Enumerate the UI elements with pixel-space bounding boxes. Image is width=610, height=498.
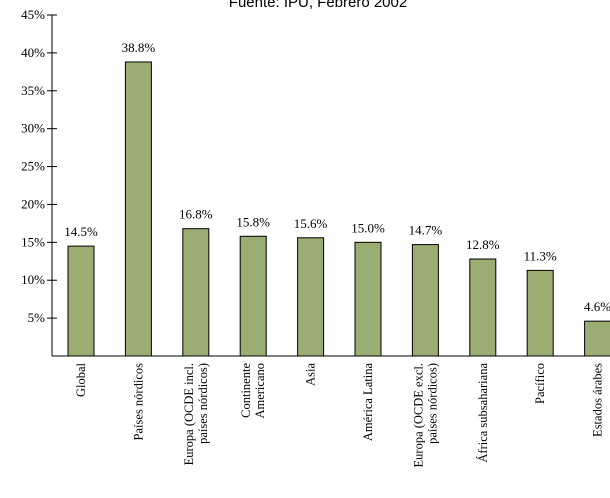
category-label-line: Global xyxy=(74,362,88,397)
category-label: Continente Americano xyxy=(239,363,267,419)
category-label-line: Estados árabes xyxy=(591,363,605,437)
category-label-line: Americano xyxy=(253,363,267,419)
data-label: 16.8% xyxy=(179,207,213,222)
category-label-line: Asia xyxy=(304,363,318,386)
data-label: 12.8% xyxy=(466,237,500,252)
bar xyxy=(584,320,610,357)
category-label: América Latina xyxy=(361,363,375,442)
category-label-line: países nórdicos) xyxy=(196,363,210,444)
category-label: Países nórdicos xyxy=(131,363,145,441)
bar xyxy=(469,258,497,357)
bar xyxy=(182,228,210,357)
data-label: 11.3% xyxy=(524,248,557,263)
y-tick-label: 15% xyxy=(21,234,45,249)
category-label-line: Países nórdicos xyxy=(131,363,145,441)
category-labels: Global Países nórdicos Europa (OCDE incl. p… xyxy=(74,362,605,467)
category-label: Pacífico xyxy=(533,363,547,404)
category-label: Asia xyxy=(304,363,318,386)
category-label-line: África subsahariana xyxy=(476,363,490,463)
y-tick-label: 25% xyxy=(21,159,45,174)
category-label-line: Europa (OCDE incl. xyxy=(182,363,196,465)
data-label: 38.8% xyxy=(122,40,156,55)
y-tick-label: 45% xyxy=(21,7,45,22)
data-label: 15.8% xyxy=(236,214,270,229)
category-label: África subsahariana xyxy=(476,363,490,463)
category-label-line: Continente xyxy=(239,363,253,418)
value-labels: 14.5% 38.8% 16.8% 15.8% 15.6% 15.0% 14.7% 12.8%… xyxy=(64,40,610,314)
data-label: 14.5% xyxy=(64,224,98,239)
y-tick-label: 40% xyxy=(21,45,45,60)
category-label: Europa (OCDE incl. países nórdicos) xyxy=(182,363,210,465)
bars xyxy=(52,61,610,357)
data-label: 14.7% xyxy=(409,223,443,238)
y-tick-label: 10% xyxy=(21,272,45,287)
bar xyxy=(67,245,95,357)
bar xyxy=(411,244,439,357)
category-label-line: países nórdicos) xyxy=(425,363,439,444)
bar xyxy=(526,269,554,357)
bar xyxy=(297,237,325,357)
y-tick-label: 5% xyxy=(28,310,46,325)
data-label: 4.6% xyxy=(584,299,610,314)
category-label-line: América Latina xyxy=(361,363,375,442)
y-tick-label: 35% xyxy=(21,83,45,98)
category-label-line: Pacífico xyxy=(533,363,547,404)
bar xyxy=(239,235,267,357)
y-axis: 5% 10% 15% 20% 25% 30% 35% 40% 45% xyxy=(21,7,57,356)
y-tick-label: 20% xyxy=(21,196,45,211)
category-label-line: Europa (OCDE excl. xyxy=(411,363,425,467)
bar xyxy=(124,61,152,357)
category-label: Estados árabes xyxy=(591,363,605,437)
data-label: 15.6% xyxy=(294,216,328,231)
category-label: Europa (OCDE excl. países nórdicos) xyxy=(411,363,439,467)
bar xyxy=(354,241,382,357)
chart-subtitle: Fuente: IPU, Febrero 2002 xyxy=(229,0,407,11)
data-label: 15.0% xyxy=(351,220,385,235)
category-label: Global xyxy=(74,362,88,397)
y-tick-label: 30% xyxy=(21,121,45,136)
